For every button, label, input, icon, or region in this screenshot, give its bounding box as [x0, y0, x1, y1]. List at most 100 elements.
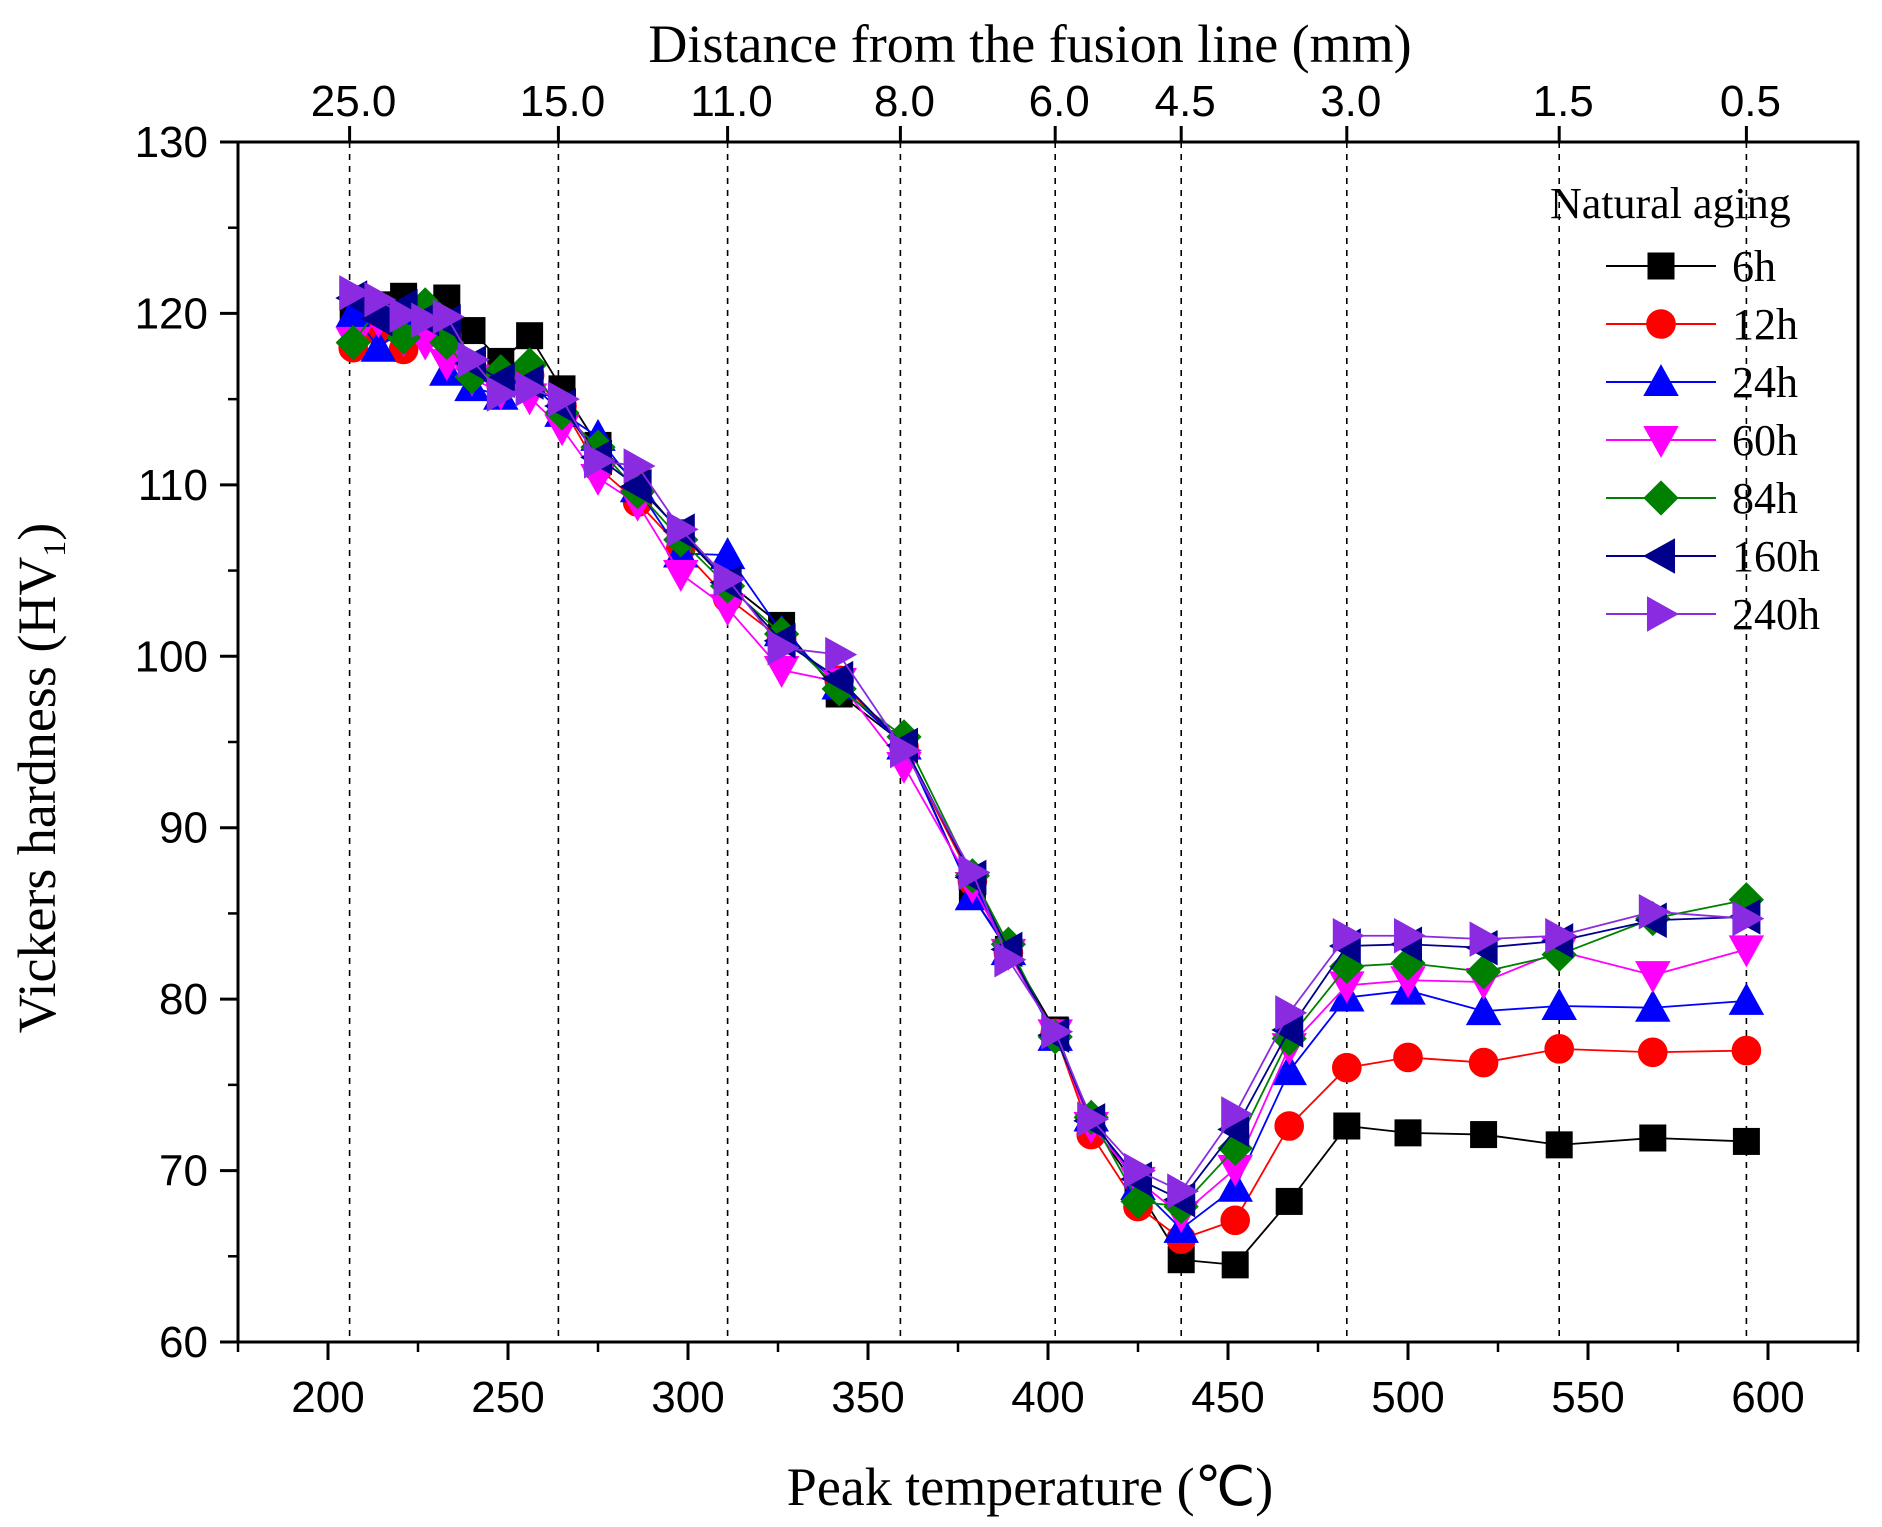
- data-point-84h-26: [1465, 954, 1502, 990]
- data-point-240h-22: [1221, 1096, 1254, 1132]
- data-point-240h-12: [713, 561, 746, 597]
- y-tick-label-80: 80: [159, 975, 208, 1024]
- top-tick-label-8: 0.5: [1720, 77, 1781, 126]
- legend-marker-160h: [1643, 538, 1676, 574]
- data-point-6h-25: [1394, 1119, 1422, 1147]
- data-point-240h-1: [364, 281, 397, 318]
- series-6h: [339, 282, 1760, 1279]
- legend-marker-12h: [1646, 309, 1676, 339]
- legend-marker-240h: [1646, 596, 1679, 632]
- data-point-24h-1: [360, 329, 397, 362]
- data-point-6h-23: [1275, 1187, 1303, 1215]
- series-group: [335, 275, 1765, 1279]
- data-point-240h-5: [457, 341, 490, 378]
- y-tick-label-60: 60: [159, 1318, 208, 1367]
- data-point-240h-16: [958, 854, 991, 891]
- data-point-12h-25: [1393, 1042, 1423, 1073]
- data-point-6h-26: [1470, 1121, 1498, 1149]
- y-tick-label-110: 110: [138, 461, 208, 510]
- data-point-84h-0: [335, 324, 371, 361]
- data-point-60h-28: [1635, 961, 1671, 994]
- legend-item-12h: 12h: [1606, 300, 1798, 349]
- data-point-240h-20: [1123, 1152, 1156, 1189]
- data-point-240h-17: [994, 941, 1027, 978]
- data-point-24h-23: [1271, 1053, 1307, 1086]
- data-point-240h-21: [1167, 1173, 1200, 1209]
- y-tick-label-70: 70: [159, 1147, 208, 1196]
- x-tick-label-200: 200: [291, 1373, 364, 1422]
- data-point-12h-27: [1544, 1034, 1574, 1064]
- legend-title: Natural aging: [1550, 179, 1791, 228]
- series-12h: [338, 312, 1762, 1254]
- data-point-240h-19: [1077, 1101, 1110, 1137]
- y-tick-label-130: 130: [135, 118, 208, 167]
- y-tick-label-100: 100: [135, 632, 208, 681]
- legend-label-24h: 24h: [1732, 358, 1798, 407]
- series-240h: [339, 275, 1765, 1209]
- data-point-6h-5: [458, 317, 486, 345]
- top-tick-label-3: 8.0: [874, 77, 935, 126]
- data-point-24h-27: [1541, 988, 1577, 1021]
- x-tick-label-350: 350: [831, 1373, 904, 1422]
- data-point-60h-29: [1728, 935, 1765, 968]
- data-point-24h-28: [1635, 989, 1671, 1022]
- data-point-240h-25: [1393, 917, 1426, 954]
- legend-item-24h: 24h: [1606, 358, 1798, 407]
- data-point-12h-29: [1731, 1035, 1762, 1066]
- data-point-240h-2: [389, 297, 422, 333]
- data-point-240h-28: [1638, 893, 1671, 930]
- series-84h: [335, 287, 1765, 1225]
- data-point-240h-15: [889, 732, 922, 769]
- data-point-12h-23: [1274, 1111, 1304, 1141]
- x-tick-label-400: 400: [1011, 1373, 1084, 1422]
- data-point-12h-24: [1332, 1052, 1362, 1083]
- legend-label-6h: 6h: [1732, 242, 1776, 291]
- data-point-240h-13: [767, 629, 800, 666]
- data-point-240h-23: [1275, 995, 1308, 1031]
- data-point-240h-10: [623, 448, 656, 484]
- legend-item-160h: 160h: [1606, 532, 1820, 581]
- legend-marker-84h: [1643, 480, 1679, 516]
- data-point-240h-29: [1732, 900, 1765, 937]
- x-tick-label-250: 250: [471, 1373, 544, 1422]
- data-point-240h-18: [1041, 1013, 1074, 1050]
- top-tick-label-7: 1.5: [1533, 77, 1594, 126]
- data-point-240h-26: [1469, 921, 1502, 957]
- x-tick-label-450: 450: [1191, 1373, 1264, 1422]
- data-point-240h-7: [515, 371, 548, 407]
- top-tick-label-2: 11.0: [690, 77, 772, 126]
- data-point-240h-27: [1545, 917, 1578, 954]
- x-axis-title: Peak temperature (℃): [787, 1457, 1273, 1517]
- data-point-12h-26: [1468, 1047, 1499, 1078]
- legend-item-6h: 6h: [1606, 242, 1776, 291]
- legend: Natural aging 6h 12h 24h 60h 84h 160h 240h: [1550, 179, 1820, 639]
- x-tick-label-550: 550: [1551, 1373, 1624, 1422]
- data-point-240h-11: [666, 511, 699, 548]
- data-point-6h-24: [1333, 1112, 1361, 1140]
- legend-marker-60h: [1643, 425, 1679, 458]
- top-tick-label-5: 4.5: [1155, 77, 1216, 126]
- data-point-240h-0: [339, 275, 372, 311]
- top-tick-label-1: 15.0: [520, 77, 606, 126]
- data-point-6h-29: [1732, 1127, 1760, 1155]
- data-point-12h-22: [1220, 1205, 1250, 1236]
- legend-item-84h: 84h: [1606, 474, 1798, 523]
- legend-marker-6h: [1647, 252, 1675, 280]
- data-point-240h-14: [825, 636, 858, 673]
- legend-label-60h: 60h: [1732, 416, 1798, 465]
- legend-item-60h: 60h: [1606, 416, 1798, 465]
- series-24h: [335, 293, 1765, 1243]
- legend-label-240h: 240h: [1732, 590, 1820, 639]
- series-line-60h: [352, 319, 1747, 1217]
- y-tick-label-120: 120: [135, 289, 208, 338]
- axes: 200 250 300 350 400 450 500 550 600 60 70 80 90 100 11…: [135, 77, 1860, 1422]
- data-point-240h-4: [432, 299, 465, 335]
- legend-label-12h: 12h: [1732, 300, 1798, 349]
- legend-label-84h: 84h: [1732, 474, 1798, 523]
- top-axis-title: Distance from the fusion line (mm): [648, 14, 1411, 74]
- y-tick-label-90: 90: [159, 804, 208, 853]
- data-point-6h-27: [1545, 1131, 1573, 1159]
- legend-label-160h: 160h: [1732, 532, 1820, 581]
